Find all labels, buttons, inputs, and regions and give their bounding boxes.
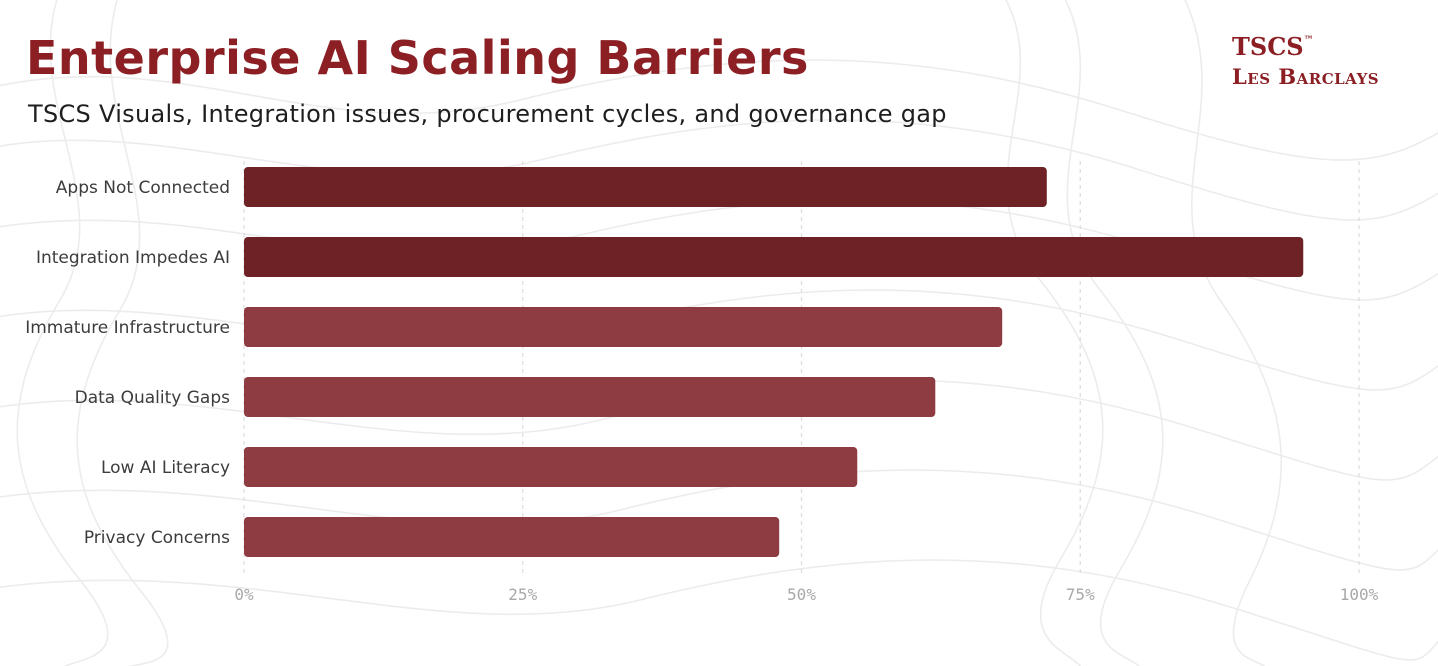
x-tick-label: 50% xyxy=(787,585,816,604)
bar-apps-not-connected xyxy=(244,167,1047,207)
category-label: Apps Not Connected xyxy=(56,178,230,198)
x-tick-label: 0% xyxy=(234,585,254,604)
chart-title: Enterprise AI Scaling Barriers xyxy=(26,31,809,85)
x-tick-label: 75% xyxy=(1066,585,1095,604)
bar-low-ai-literacy xyxy=(244,447,858,487)
category-label: Integration Impedes AI xyxy=(36,248,230,268)
category-label: Privacy Concerns xyxy=(84,528,230,548)
bar-data-quality-gaps xyxy=(244,377,936,417)
category-label: Data Quality Gaps xyxy=(75,388,231,408)
bar-integration-impedes-ai xyxy=(244,237,1304,277)
x-tick-label: 25% xyxy=(508,585,537,604)
bar-immature-infrastructure xyxy=(244,307,1003,347)
category-label: Low AI Literacy xyxy=(101,458,230,478)
logo-subtitle: Les Barclays xyxy=(1232,64,1380,89)
x-tick-label: 100% xyxy=(1340,585,1379,604)
trademark-symbol: ™ xyxy=(1303,35,1314,46)
chart-subtitle: TSCS Visuals, Integration issues, procur… xyxy=(28,100,947,128)
brand-logo: TSCS™ Les Barclays xyxy=(1232,26,1379,92)
category-label: Immature Infrastructure xyxy=(25,318,230,338)
bar-privacy-concerns xyxy=(244,517,780,557)
logo-wordmark: TSCS xyxy=(1232,32,1304,61)
